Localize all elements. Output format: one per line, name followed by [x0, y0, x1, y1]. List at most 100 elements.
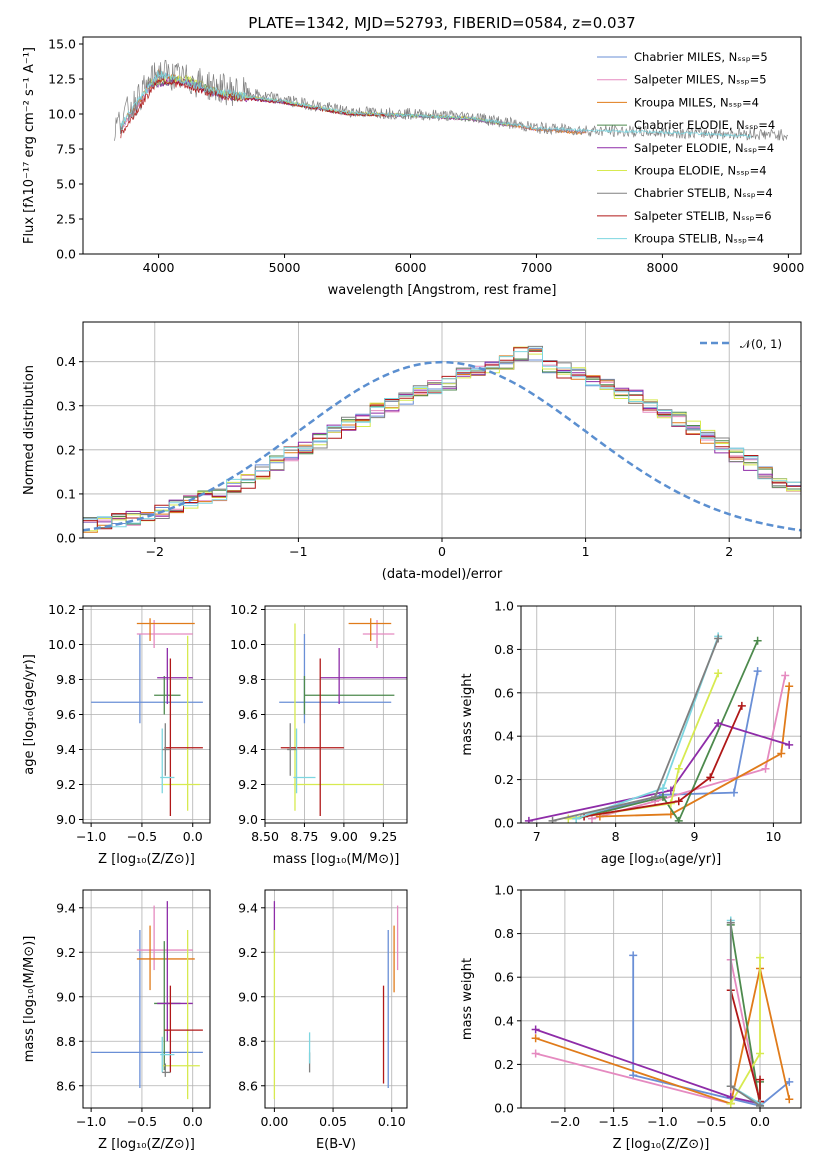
- x-axis-label: mass [log₁₀(M/M⊙)]: [273, 852, 400, 867]
- axes-frame: [82, 36, 802, 255]
- mass-weight-line: [575, 640, 759, 823]
- x-tick-label: 9000: [772, 260, 804, 275]
- plus-marker: [658, 792, 667, 801]
- axes-frame: [82, 321, 802, 539]
- axes-frame: [520, 605, 802, 824]
- axes-frame: [82, 605, 211, 824]
- panel-7: −2.0 −1.5 −1.0 −0.5 0.0 0.0 0.2 0.4 0.6 0.8 1.0 Z […: [460, 883, 802, 1152]
- y-tick-label: 9.2: [238, 945, 258, 960]
- x-tick-label: 8: [612, 829, 620, 844]
- mass-weight-line: [535, 968, 791, 1105]
- x-tick-label: −2: [146, 544, 164, 559]
- plus-marker: [651, 792, 660, 801]
- x-axis-label: Z [log₁₀(Z/Z⊙)]: [98, 1137, 195, 1152]
- legend: 𝒩(0, 1): [700, 337, 782, 351]
- y-tick-label: 0.0: [56, 531, 76, 546]
- x-tick-label: 2: [725, 544, 733, 559]
- legend: Chabrier MILES, Nₛₛₚ=5 Salpeter MILES, Nₛ…: [597, 50, 775, 246]
- legend-entry: Salpeter STELIB, Nₛₛₚ=6: [634, 209, 772, 223]
- plus-marker: [781, 671, 790, 680]
- y-tick-label: 9.4: [56, 900, 76, 915]
- y-tick-label: 0.2: [494, 772, 514, 787]
- y-tick-label: 9.6: [56, 707, 76, 722]
- y-tick-label: 9.0: [238, 989, 258, 1004]
- mass-weight-line: [583, 705, 743, 818]
- panel-1: −2 −1 0 1 2 0.0 0.1 0.2 0.3 0.4 (data-model)/error…: [22, 321, 802, 582]
- y-tick-label: 10.2: [48, 602, 76, 617]
- y-axis-label: Flux [fλ10⁻¹⁷ erg cm⁻² s⁻¹ A⁻¹]: [22, 47, 37, 244]
- x-tick-label: −0.5: [127, 829, 157, 844]
- axes-frame: [82, 889, 211, 1109]
- plot-area: [531, 916, 794, 1108]
- y-tick-label: 0.6: [494, 970, 514, 985]
- x-tick-label: −0.5: [696, 1114, 726, 1129]
- y-tick-label: 9.4: [238, 900, 258, 915]
- plus-marker: [777, 749, 786, 758]
- x-tick-label: −0.5: [127, 1114, 157, 1129]
- y-tick-label: 0.0: [56, 247, 76, 262]
- plus-marker: [714, 719, 723, 728]
- spectrum-line: [120, 70, 751, 138]
- plus-marker: [753, 636, 762, 645]
- mass-weight-line: [535, 1028, 761, 1105]
- y-axis-label: Normed distribution: [22, 365, 37, 495]
- legend-entry: Salpeter MILES, Nₛₛₚ=5: [634, 73, 767, 87]
- y-tick-label: 9.4: [238, 742, 258, 757]
- x-tick-label: −1: [289, 544, 307, 559]
- x-tick-label: −1.0: [647, 1114, 677, 1129]
- x-tick-label: 10: [765, 829, 781, 844]
- plus-marker: [658, 784, 667, 793]
- x-tick-label: −2.0: [550, 1114, 580, 1129]
- x-tick-label: −1.5: [599, 1114, 629, 1129]
- y-tick-label: 0.0: [494, 816, 514, 831]
- plot-area: [273, 901, 399, 1100]
- x-tick-label: 0.00: [260, 1114, 288, 1129]
- x-tick-label: 0.0: [183, 1114, 203, 1129]
- legend-entry: Kroupa MILES, Nₛₛₚ=4: [634, 95, 759, 109]
- plus-marker: [524, 816, 533, 823]
- x-tick-label: 0.0: [750, 1114, 770, 1129]
- legend-entry: Chabrier STELIB, Nₛₛₚ=4: [634, 186, 773, 200]
- y-axis-label: mass [log₁₀(M/M⊙)]: [22, 936, 37, 1063]
- y-tick-label: 10.0: [48, 107, 76, 122]
- histogram-step: [83, 350, 801, 529]
- legend-entry: Salpeter ELODIE, Nₛₛₚ=4: [634, 141, 774, 155]
- plus-marker: [629, 951, 638, 960]
- normal-curve: [83, 360, 801, 532]
- y-tick-label: 9.2: [238, 777, 258, 792]
- plus-marker: [785, 1077, 794, 1086]
- plus-marker: [674, 797, 683, 806]
- plus-marker: [761, 764, 770, 773]
- y-tick-label: 7.5: [56, 142, 76, 157]
- plot-area: [114, 59, 788, 141]
- plus-marker: [548, 816, 557, 823]
- plus-marker: [714, 634, 723, 643]
- y-tick-label: 2.5: [56, 212, 76, 227]
- plus-marker: [674, 816, 683, 823]
- panels-layer: 4000 5000 6000 7000 8000 90000.02.55.07.510.0…: [22, 14, 804, 1152]
- x-tick-label: −1.0: [76, 1114, 106, 1129]
- legend-entry: 𝒩(0, 1): [740, 337, 782, 351]
- y-tick-label: 9.0: [56, 812, 76, 827]
- panel-2: −1.0 −0.5 0.0 9.0 9.2 9.4 9.6 9.8 10.0 10.2 Z [log…: [22, 602, 211, 867]
- x-tick-label: 5000: [269, 260, 301, 275]
- y-tick-label: 0.4: [56, 354, 76, 369]
- y-tick-label: 8.8: [56, 1034, 76, 1049]
- y-tick-label: 0.8: [494, 926, 514, 941]
- plus-marker: [756, 1075, 765, 1084]
- x-tick-label: 4000: [143, 260, 175, 275]
- x-tick-label: 7000: [521, 260, 553, 275]
- y-tick-label: 10.0: [230, 637, 258, 652]
- y-axis-label: mass weight: [460, 958, 475, 1040]
- y-tick-label: 0.4: [494, 1013, 514, 1028]
- y-tick-label: 15.0: [48, 37, 76, 52]
- chart-title: PLATE=1342, MJD=52793, FIBERID=0584, z=0…: [248, 14, 635, 32]
- legend-entry: Chabrier ELODIE, Nₛₛₚ=4: [634, 118, 775, 132]
- y-tick-label: 0.1: [56, 486, 76, 501]
- axes-frame: [264, 605, 408, 824]
- x-tick-label: 0.10: [378, 1114, 406, 1129]
- plus-marker: [531, 1025, 540, 1034]
- plus-marker: [756, 1101, 765, 1108]
- plus-marker: [531, 1034, 540, 1043]
- y-tick-label: 10.0: [48, 637, 76, 652]
